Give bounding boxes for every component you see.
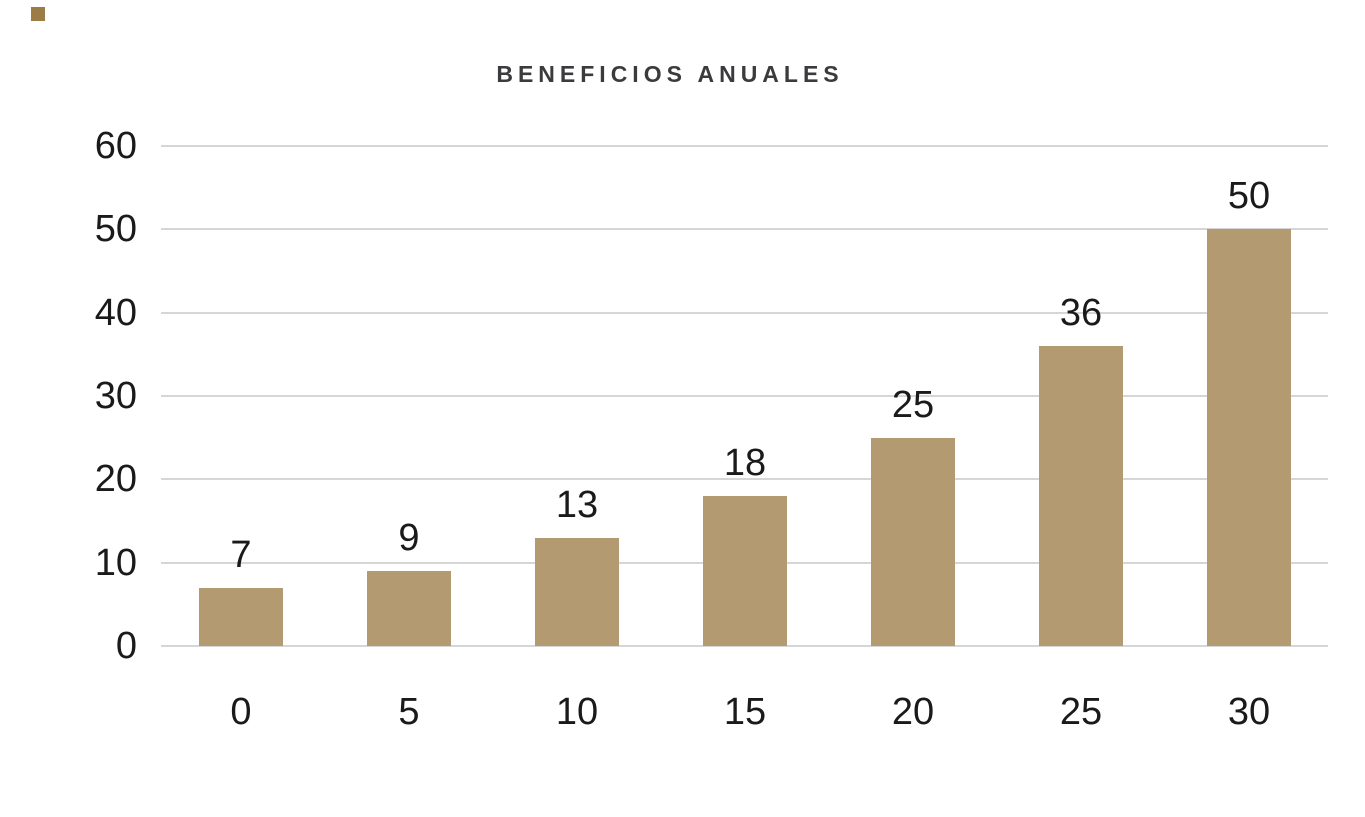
y-tick-label: 0: [115, 625, 137, 667]
bar: [367, 571, 451, 646]
bar-value-label: 18: [723, 442, 767, 484]
y-tick-label: 40: [94, 291, 137, 334]
y-tick-label: 20: [94, 458, 137, 501]
x-axis: 0 5 10 15 20 25 30: [161, 691, 1328, 733]
bar: [871, 437, 955, 646]
x-tick-label: 0: [230, 691, 252, 733]
y-tick-label: 60: [94, 125, 137, 167]
chart-title: BENEFICIOS ANUALES: [496, 61, 844, 87]
bar-value-label: 13: [555, 483, 599, 526]
y-tick-label: 50: [94, 208, 137, 251]
bar-value-label: 9: [398, 517, 420, 559]
bar: [199, 587, 283, 646]
plot-area: 7 9 13 18 25 36 50: [161, 145, 1328, 647]
bar: [703, 496, 787, 646]
gridline: [161, 645, 1328, 647]
bar-value-label: 25: [891, 383, 935, 426]
y-tick-label: 30: [94, 375, 137, 417]
gridline: [161, 228, 1328, 231]
x-tick-label: 10: [555, 691, 599, 733]
gridline: [161, 311, 1328, 314]
bar: [1207, 229, 1291, 646]
x-tick-label: 25: [1059, 691, 1103, 733]
x-tick-label: 20: [891, 691, 935, 733]
bar-value-label: 50: [1227, 175, 1271, 218]
gridline: [161, 395, 1328, 397]
y-axis: 0 10 20 30 40 50 60: [40, 127, 137, 665]
bar: [1039, 346, 1123, 646]
bar-value-label: 7: [230, 533, 252, 576]
x-tick-label: 15: [723, 691, 767, 733]
legend-swatch: [31, 7, 45, 21]
bar: [535, 537, 619, 646]
x-tick-label: 30: [1227, 691, 1271, 733]
gridline: [161, 145, 1328, 147]
y-tick-label: 10: [94, 541, 137, 584]
gridline: [161, 478, 1328, 481]
x-tick-label: 5: [398, 691, 420, 733]
bar-value-label: 36: [1059, 292, 1103, 334]
